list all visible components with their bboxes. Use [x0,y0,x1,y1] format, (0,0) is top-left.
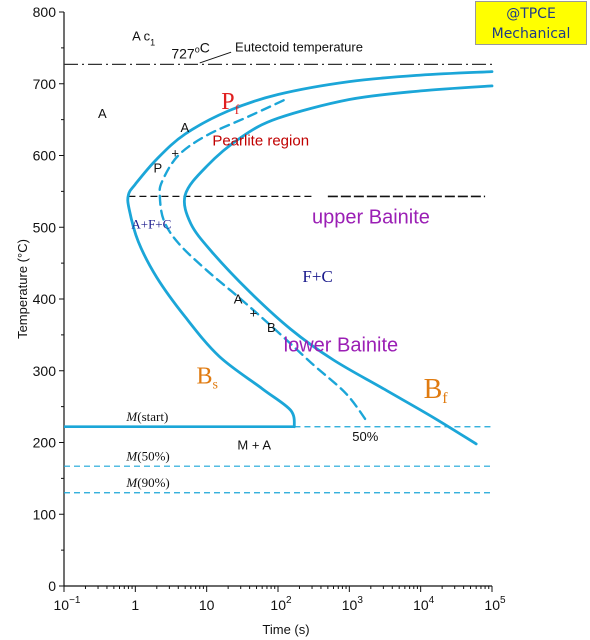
label-upper-bainite: upper Bainite [312,207,430,229]
label-lower-bainite: lower Bainite [284,334,399,356]
x-tick-label: 102 [270,595,292,613]
label-afc: A+F+C [131,217,171,232]
label-a-upper: A [181,120,190,135]
x-tick-label: 103 [342,595,364,613]
label-plus-upper: + [171,146,179,161]
y-tick-label: 300 [33,363,57,379]
curve-finish [182,84,494,446]
label-b-mid: B [267,320,276,335]
y-tick-label: 400 [33,291,57,307]
y-axis-title: Temperature (°C) [15,239,30,339]
watermark-badge: @TPCE Mechanical [475,1,587,45]
label-mstart: M(start) [125,409,168,424]
eutectoid-arrow [199,51,232,64]
label-plus-mid: + [250,306,258,321]
x-tick-label: 10−1 [54,595,81,613]
badge-line-2: Mechanical [491,26,571,42]
x-tick-label: 10 [199,597,215,613]
label-a-mid: A [234,291,243,306]
y-tick-label: 200 [33,435,57,451]
label-a-region: A [98,106,107,121]
label-fc: F+C [302,267,332,286]
curve-fifty [158,99,369,424]
badge-line-1: @TPCE [506,6,556,22]
label-p-upper: P [154,161,163,176]
y-tick-label: 800 [33,4,57,20]
label-eutectoid-label: Eutectoid temperature [235,39,363,54]
y-tick-label: 700 [33,76,57,92]
label-m50: M(50%) [125,448,169,463]
x-tick-label: 1 [131,597,139,613]
y-tick-label: 0 [48,578,56,594]
y-tick-label: 500 [33,219,57,235]
curve-start [126,70,494,429]
x-tick-label: 104 [413,595,435,613]
label-ma: M + A [237,438,271,453]
label-m90: M(90%) [125,475,169,490]
label-ac1: A c1 [132,29,155,48]
y-tick-label: 600 [33,148,57,164]
label-bs: Bs [196,364,217,393]
y-tick-label: 100 [33,506,57,522]
label-bf: Bf [424,374,449,407]
label-pf: Pf [221,89,239,118]
x-axis-title: Time (s) [262,622,309,637]
label-t727: 727oC [171,40,210,62]
x-tick-label: 105 [484,595,506,613]
label-fifty-pct: 50% [352,429,378,444]
label-pearlite: Pearlite region [212,132,309,149]
